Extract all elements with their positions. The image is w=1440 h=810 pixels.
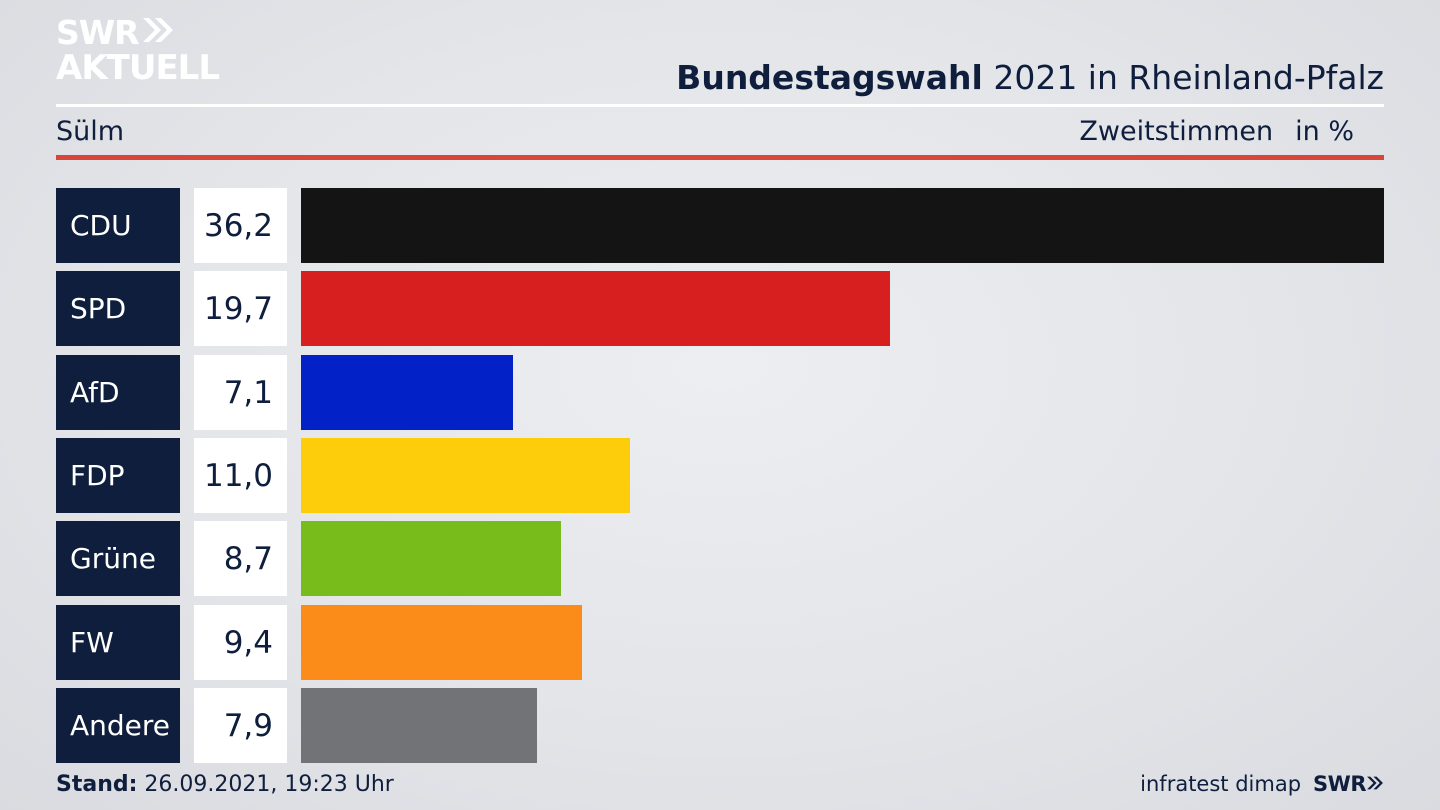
value-label: 8,7 bbox=[194, 521, 287, 596]
party-label: Grüne bbox=[56, 521, 180, 596]
bar-row: SPD 19,7 bbox=[56, 271, 1384, 346]
bar-row: Grüne 8,7 bbox=[56, 521, 1384, 596]
stand-value: 26.09.2021, 19:23 Uhr bbox=[144, 772, 394, 797]
logo-line2: AKTUELL bbox=[56, 48, 220, 88]
bar-row: Andere 7,9 bbox=[56, 688, 1384, 763]
footer-logo: SWR bbox=[1313, 772, 1384, 796]
bar bbox=[301, 605, 582, 680]
measure-type: Zweitstimmen bbox=[1079, 116, 1274, 147]
bar-row: FDP 11,0 bbox=[56, 438, 1384, 513]
party-label: Andere bbox=[56, 688, 180, 763]
bar-row: AfD 7,1 bbox=[56, 355, 1384, 430]
value-label: 9,4 bbox=[194, 605, 287, 680]
logo-line1: SWR bbox=[56, 13, 140, 52]
measure-unit: in % bbox=[1295, 116, 1354, 147]
value-label: 11,0 bbox=[194, 438, 287, 513]
bar bbox=[301, 188, 1384, 263]
page-title: Bundestagswahl 2021 in Rheinland-Pfalz bbox=[676, 58, 1384, 97]
party-label: FW bbox=[56, 605, 180, 680]
bar bbox=[301, 355, 513, 430]
value-label: 19,7 bbox=[194, 271, 287, 346]
stand-label: Stand: bbox=[56, 772, 138, 797]
double-chevron-icon bbox=[1366, 772, 1384, 796]
party-label: SPD bbox=[56, 271, 180, 346]
accent-divider bbox=[56, 155, 1384, 160]
bar bbox=[301, 688, 537, 763]
measure-label: Zweitstimmen in % bbox=[1079, 116, 1354, 147]
swr-aktuell-logo: SWR AKTUELL bbox=[56, 13, 220, 88]
bar-row: FW 9,4 bbox=[56, 605, 1384, 680]
double-chevron-icon bbox=[141, 16, 175, 49]
timestamp: Stand: 26.09.2021, 19:23 Uhr bbox=[56, 772, 394, 797]
bar bbox=[301, 438, 630, 513]
place-name: Sülm bbox=[56, 116, 125, 147]
party-label: FDP bbox=[56, 438, 180, 513]
title-bold: Bundestagswahl bbox=[676, 58, 983, 97]
title-rest: 2021 in Rheinland-Pfalz bbox=[993, 58, 1384, 97]
value-label: 7,9 bbox=[194, 688, 287, 763]
source-name: infratest dimap bbox=[1140, 772, 1302, 796]
source-credit: infratest dimap SWR bbox=[1140, 772, 1384, 796]
value-label: 7,1 bbox=[194, 355, 287, 430]
value-label: 36,2 bbox=[194, 188, 287, 263]
party-label: CDU bbox=[56, 188, 180, 263]
header-divider bbox=[56, 104, 1384, 107]
bar-row: CDU 36,2 bbox=[56, 188, 1384, 263]
bar bbox=[301, 521, 561, 596]
footer-logo-text: SWR bbox=[1313, 772, 1366, 796]
bar bbox=[301, 271, 890, 346]
party-label: AfD bbox=[56, 355, 180, 430]
